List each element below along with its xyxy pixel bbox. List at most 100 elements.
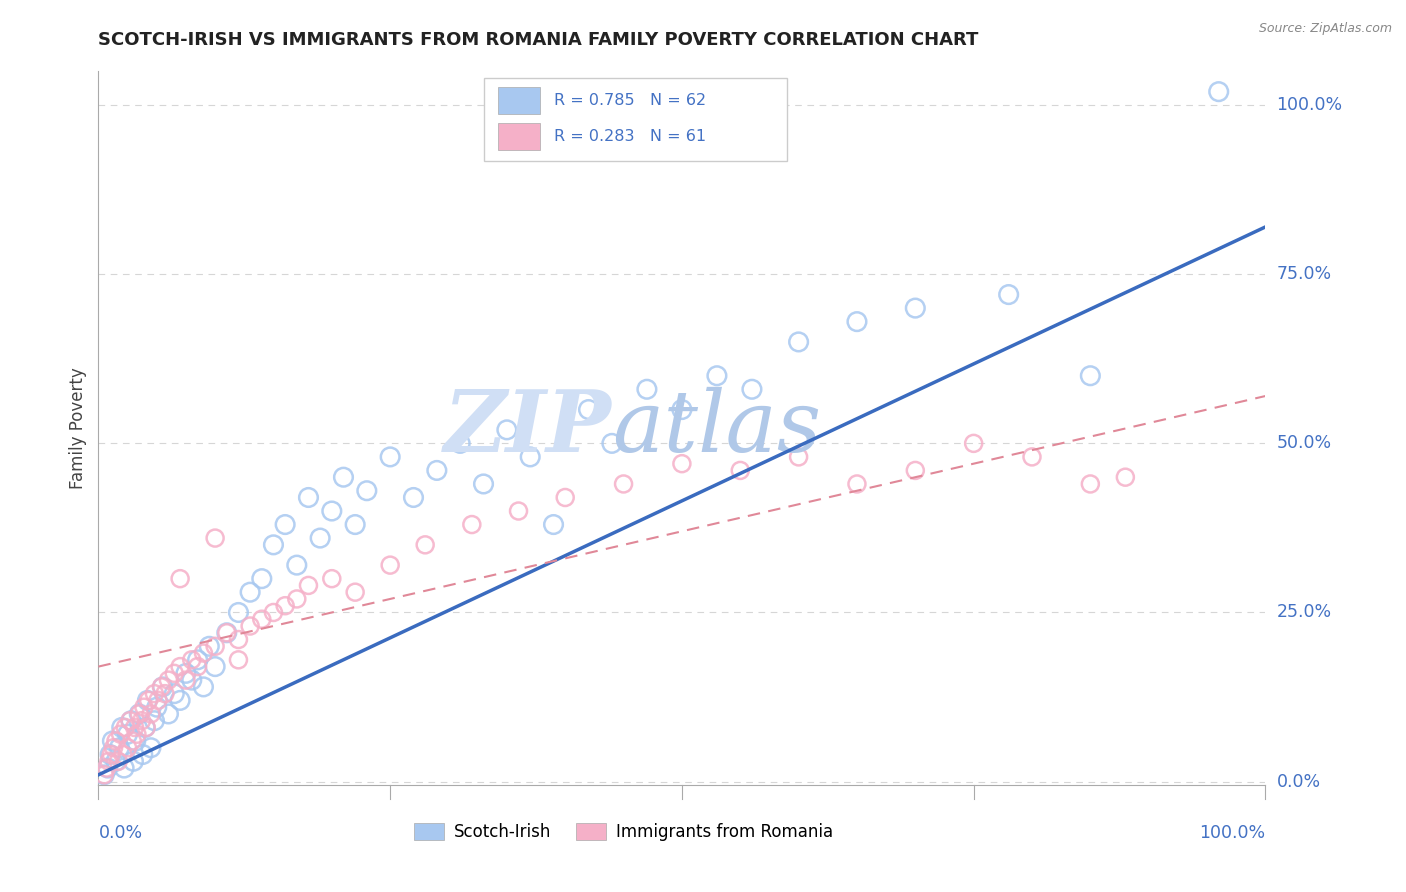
Text: R = 0.785   N = 62: R = 0.785 N = 62 [554,93,706,108]
Point [146,700,169,714]
Point [174,673,197,687]
Point [228,653,250,667]
Point [962,436,984,450]
Point [143,714,166,728]
Point [157,673,180,687]
Point [136,693,159,707]
Point [117,740,139,755]
Point [204,640,226,654]
Point [128,706,150,721]
Point [787,450,810,464]
Point [198,640,221,654]
Point [321,504,343,518]
Point [93,768,115,782]
Point [107,754,129,768]
Point [163,666,186,681]
Point [143,687,166,701]
Text: Source: ZipAtlas.com: Source: ZipAtlas.com [1258,22,1392,36]
Point [215,625,238,640]
Point [193,646,215,660]
Point [449,436,471,450]
Point [543,517,565,532]
Point [846,477,869,491]
Point [239,585,262,599]
Point [413,538,436,552]
Text: ZIP: ZIP [444,386,612,470]
Point [125,727,148,741]
Point [110,727,132,741]
Point [187,659,209,673]
Point [297,578,319,592]
FancyBboxPatch shape [498,87,540,114]
Point [118,714,141,728]
Point [131,714,153,728]
Point [139,706,162,721]
Point [613,477,636,491]
Point [97,754,120,768]
Point [578,402,600,417]
Point [112,761,135,775]
Point [426,463,449,477]
Point [180,673,202,687]
Point [671,457,693,471]
Point [741,382,763,396]
Point [100,747,122,762]
Point [152,680,174,694]
FancyBboxPatch shape [498,123,540,150]
Point [153,687,176,701]
Point [135,721,157,735]
Point [250,572,273,586]
Text: 100.0%: 100.0% [1277,96,1343,114]
Legend: Scotch-Irish, Immigrants from Romania: Scotch-Irish, Immigrants from Romania [408,816,839,848]
Point [285,558,308,573]
Point [997,287,1019,301]
Point [332,470,354,484]
Point [101,734,124,748]
Point [1021,450,1043,464]
Point [380,558,402,573]
Point [297,491,319,505]
Point [193,680,215,694]
Point [472,477,495,491]
Point [402,491,425,505]
Point [180,653,202,667]
Point [104,734,127,748]
Point [117,727,139,741]
Point [344,585,367,599]
Point [128,706,150,721]
Point [97,761,120,775]
Point [787,334,810,349]
Point [121,734,143,748]
Point [163,687,186,701]
Point [146,693,169,707]
Point [496,423,519,437]
Point [103,740,125,755]
Point [150,680,173,694]
Point [262,606,284,620]
Point [706,368,728,383]
Point [356,483,378,498]
Point [122,754,145,768]
Point [309,531,332,545]
Point [1114,470,1136,484]
Point [1080,368,1102,383]
Point [93,768,115,782]
Point [157,706,180,721]
Text: 25.0%: 25.0% [1277,604,1331,622]
Point [114,721,136,735]
Text: 75.0%: 75.0% [1277,265,1331,284]
Point [169,693,191,707]
Text: 0.0%: 0.0% [1277,772,1320,790]
Point [730,463,752,477]
Point [344,517,367,532]
Point [1080,477,1102,491]
Point [174,666,197,681]
Text: atlas: atlas [612,387,821,469]
Point [380,450,402,464]
Point [132,700,155,714]
Y-axis label: Family Poverty: Family Poverty [69,368,87,489]
Point [321,572,343,586]
Point [138,693,160,707]
Point [134,721,156,735]
Point [124,721,146,735]
